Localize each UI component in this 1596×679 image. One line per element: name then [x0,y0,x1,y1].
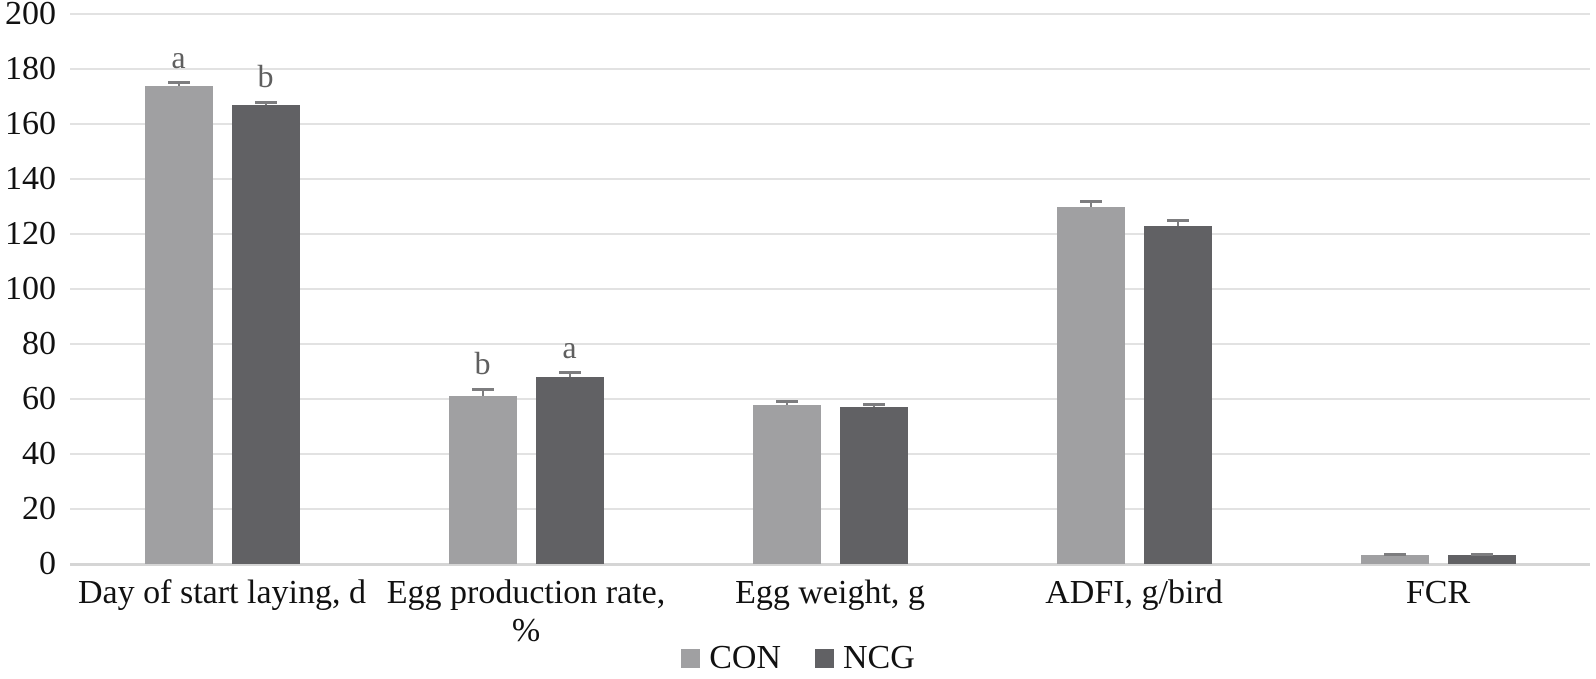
error-bar [481,389,484,397]
y-axis-tick-label: 120 [5,215,56,252]
legend-item-con: CON [681,641,781,675]
y-axis-tick-label: 200 [5,0,56,32]
significance-letter: b [474,345,491,382]
x-axis-category-label: Egg production rate, % [386,574,666,649]
significance-letter: a [171,38,186,75]
x-axis-category-label: FCR [1405,574,1471,611]
bar-con-3 [752,404,821,564]
bar-con-1 [144,85,213,564]
y-axis-tick-label: 20 [22,490,56,527]
x-axis-category-label: Egg weight, g [735,574,925,611]
gridline [70,68,1590,70]
bar-ncg-1 [231,104,300,564]
legend-label: NCG [843,639,915,676]
error-bar-cap [775,400,798,404]
error-bar [1176,220,1179,226]
significance-letter: a [562,328,577,365]
gridline [70,13,1590,15]
error-bar [1089,201,1092,207]
y-axis-tick-label: 100 [5,270,56,307]
bar-ncg-3 [839,407,908,564]
bar-con-2 [448,396,517,564]
gridline [70,508,1590,510]
gridline [70,288,1590,290]
gridline [70,178,1590,180]
y-axis-tick-label: 140 [5,160,56,197]
error-bar-cap [167,81,190,85]
error-bar-cap [254,100,277,104]
y-axis-tick-label: 80 [22,325,56,362]
bar-ncg-5 [1447,555,1516,564]
error-bar-cap [1166,218,1189,222]
y-axis-tick-label: 180 [5,50,56,87]
bar-ncg-2 [535,377,604,564]
error-bar-cap [558,371,581,375]
legend-swatch-icon [815,648,834,668]
legend-item-ncg: NCG [815,641,915,675]
error-bar-cap [1470,553,1493,557]
y-axis-tick-label: 0 [39,545,56,582]
legend-swatch-icon [681,648,701,668]
error-bar-cap [862,403,885,406]
y-axis-tick-label: 40 [22,435,56,472]
x-axis-category-label: ADFI, g/bird [1045,574,1223,611]
gridline [70,233,1590,235]
gridline [70,398,1590,400]
x-axis-category-label: Day of start laying, d [78,574,366,611]
x-axis-line [70,563,1590,566]
error-bar-cap [1383,552,1406,556]
bar-ncg-4 [1143,225,1212,564]
y-axis-tick-label: 60 [22,380,56,417]
legend-label: CON [709,639,781,676]
gridline [70,343,1590,345]
significance-letter: b [257,58,274,94]
chart-legend: CON NCG [0,641,1596,675]
gridline [70,453,1590,455]
error-bar [568,372,571,377]
gridline [70,123,1590,125]
bar-con-5 [1360,555,1429,564]
error-bar-cap [471,387,494,391]
y-axis-tick-label: 160 [5,105,56,142]
error-bar-cap [1079,199,1102,203]
bar-con-4 [1056,206,1125,564]
